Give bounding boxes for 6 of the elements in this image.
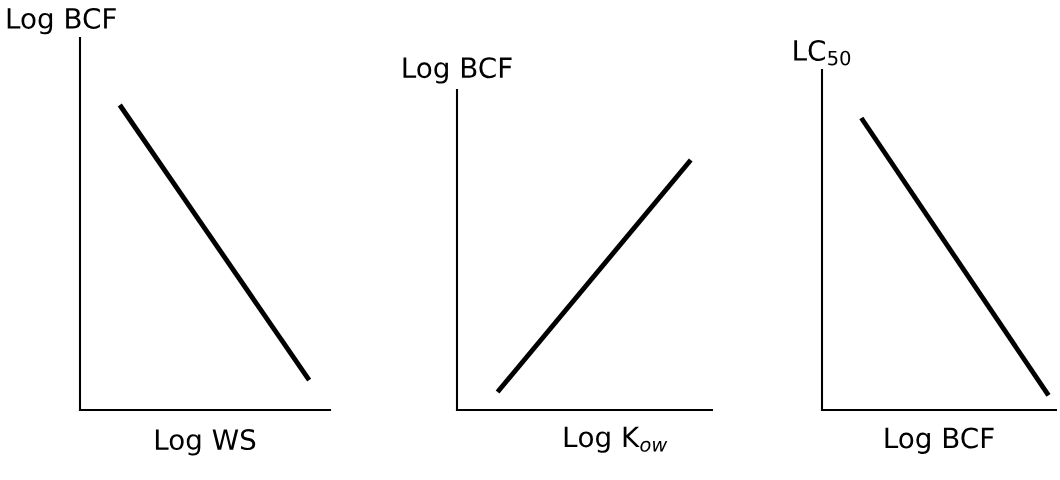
y-axis-title: Log BCF — [403, 57, 512, 84]
y-axis-title: Log BCF — [7, 7, 116, 35]
x-axis-title: Log K$_{ow}$ — [564, 426, 668, 453]
y-axis-title: LC$_{50}$ — [794, 39, 851, 66]
x-axis-title: Log WS — [155, 429, 256, 456]
x-axis-title: Log BCF — [885, 427, 994, 454]
